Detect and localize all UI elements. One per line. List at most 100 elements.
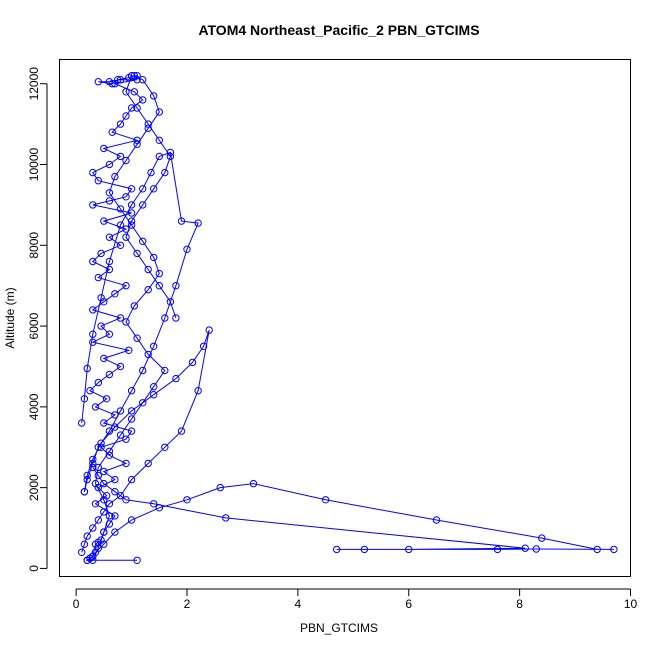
data-point <box>97 294 105 302</box>
data-point <box>133 72 141 80</box>
data-point <box>122 318 130 326</box>
data-point <box>127 72 136 80</box>
data-point <box>111 528 119 536</box>
data-point <box>116 76 125 84</box>
data-point <box>122 156 130 165</box>
data-point <box>94 471 103 480</box>
data-point <box>150 253 158 262</box>
data-point <box>360 545 369 554</box>
data-point <box>100 479 108 488</box>
data-point <box>133 334 141 342</box>
data-point <box>133 249 141 258</box>
data-point <box>521 544 529 552</box>
x-tick-label: 0 <box>73 597 80 611</box>
data-point <box>133 556 141 564</box>
data-point <box>155 282 164 290</box>
data-point <box>122 282 130 290</box>
data-point <box>122 193 130 201</box>
y-tick-label: 2000 <box>27 474 41 501</box>
data-point <box>116 431 125 439</box>
data-point <box>127 407 136 415</box>
x-tick-label: 10 <box>624 597 638 611</box>
data-point <box>105 233 114 241</box>
data-point <box>97 322 105 330</box>
data-point <box>150 383 158 391</box>
data-point <box>116 362 125 371</box>
data-point <box>100 144 108 153</box>
data-point <box>100 528 108 536</box>
data-point <box>89 459 97 468</box>
data-point <box>130 88 139 96</box>
data-point <box>161 168 169 177</box>
y-axis-label: Altitude (m) <box>3 287 17 348</box>
data-point <box>155 152 164 161</box>
data-point <box>111 488 119 496</box>
data-point <box>105 520 114 528</box>
data-point <box>177 217 186 225</box>
data-point <box>105 512 114 520</box>
data-point <box>205 326 213 334</box>
data-point <box>122 88 130 96</box>
data-point <box>80 540 89 548</box>
data-point <box>166 152 175 161</box>
data-point <box>222 514 230 522</box>
data-point <box>127 415 136 423</box>
data-points <box>78 72 618 564</box>
data-point <box>139 201 147 209</box>
data-point <box>108 128 116 136</box>
data-point <box>89 168 97 177</box>
data-point <box>86 387 94 395</box>
data-point <box>111 475 119 484</box>
data-point <box>127 209 136 217</box>
series-line <box>81 151 199 492</box>
data-point <box>83 364 91 373</box>
y-tick-label: 4000 <box>27 393 41 420</box>
data-point <box>144 265 152 274</box>
data-point <box>100 354 108 363</box>
data-point <box>105 257 114 266</box>
data-point <box>144 350 152 359</box>
data-point <box>133 136 141 145</box>
data-point <box>94 516 103 524</box>
data-point <box>100 419 108 427</box>
data-point <box>105 427 114 435</box>
data-point <box>89 306 97 314</box>
data-point <box>610 545 618 554</box>
data-point <box>194 219 202 227</box>
plot-frame <box>59 59 631 577</box>
data-point <box>111 411 119 419</box>
data-point <box>100 217 108 225</box>
data-point <box>127 387 136 395</box>
y-tick-label: 8000 <box>27 232 41 259</box>
data-point <box>83 475 91 484</box>
data-point <box>91 500 100 508</box>
data-point <box>144 459 152 468</box>
data-point <box>155 504 164 512</box>
data-point <box>161 366 169 375</box>
data-point <box>116 492 125 500</box>
series-line <box>92 75 177 561</box>
data-point <box>91 548 100 556</box>
data-point <box>105 330 114 338</box>
data-point <box>183 245 191 254</box>
data-point <box>155 108 164 116</box>
data-point <box>150 391 158 399</box>
data-point <box>100 467 108 476</box>
series-line <box>86 467 614 561</box>
data-point <box>139 76 147 84</box>
data-point <box>127 475 136 484</box>
data-point <box>432 516 441 524</box>
data-point <box>150 92 158 100</box>
data-point <box>80 395 89 403</box>
data-point <box>150 185 158 193</box>
data-point <box>89 463 97 472</box>
data-point <box>89 201 97 209</box>
data-point <box>166 298 175 306</box>
data-point <box>144 124 152 132</box>
data-point <box>177 427 186 435</box>
x-axis-label: PBN_GTCIMS <box>300 621 378 635</box>
y-tick-label: 0 <box>27 565 41 572</box>
x-tick-label: 2 <box>184 597 191 611</box>
data-point <box>111 290 119 298</box>
